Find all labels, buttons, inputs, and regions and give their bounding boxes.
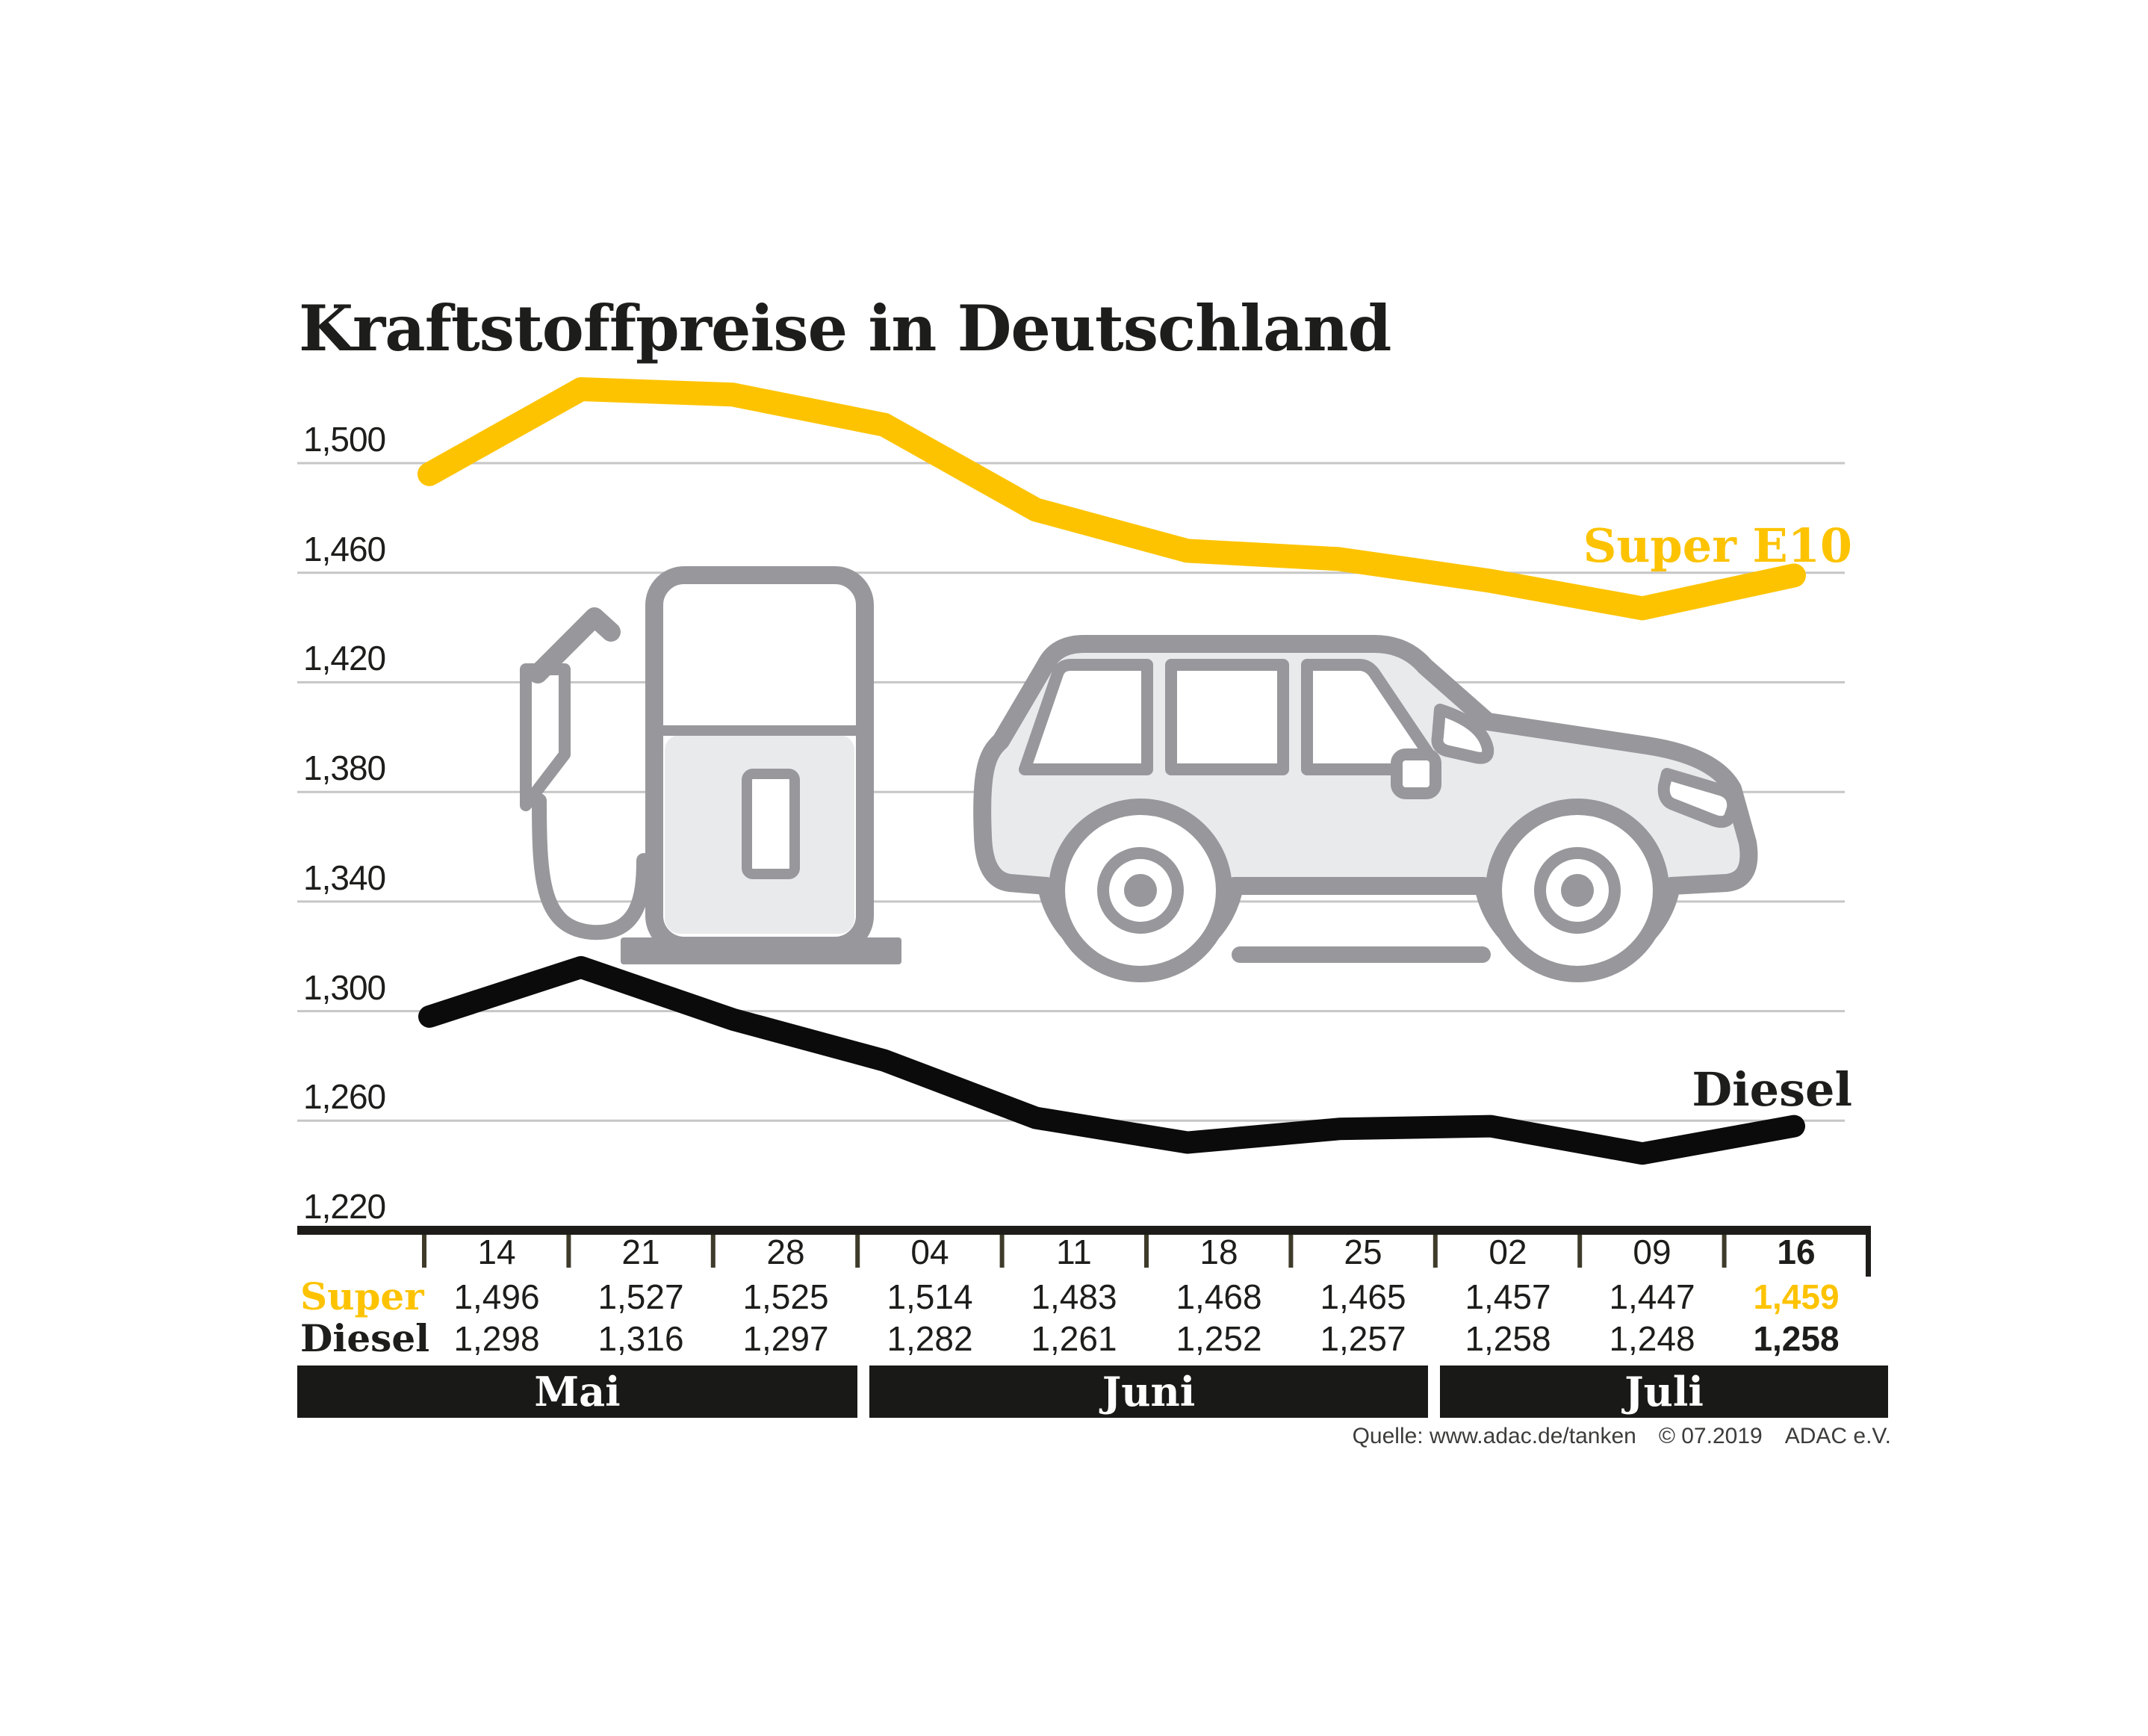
month-band-mai: Mai (297, 1365, 857, 1418)
super-value-09: 1,447 (1609, 1277, 1695, 1316)
date-label-04: 04 (910, 1233, 949, 1271)
axis-end-tick (1866, 1226, 1871, 1277)
super-value-02: 1,457 (1465, 1277, 1551, 1316)
page-title: Kraftstoffpreise in Deutschland (299, 291, 1391, 365)
diesel-value-09: 1,248 (1609, 1319, 1695, 1358)
diesel-value-18: 1,252 (1176, 1319, 1262, 1358)
fuel-pump-icon (520, 566, 901, 964)
row-label-super: Super (300, 1274, 424, 1318)
diesel-value-16: 1,258 (1753, 1319, 1840, 1358)
month-label-mai: Mai (534, 1368, 621, 1416)
date-label-21: 21 (621, 1233, 660, 1271)
y-tick-label-1460: 1,460 (303, 530, 386, 568)
car-icon (973, 635, 1758, 982)
diesel-value-02: 1,258 (1465, 1319, 1551, 1358)
rear-wheel-icon (1049, 799, 1232, 982)
series-label-diesel: Diesel (1692, 1062, 1852, 1117)
y-tick-label-1340: 1,340 (303, 858, 386, 897)
diesel-value-21: 1,316 (597, 1319, 684, 1358)
diesel-value-28: 1,297 (742, 1319, 829, 1358)
month-band-juli: Juli (1440, 1365, 1888, 1418)
y-tick-label-1380: 1,380 (303, 748, 386, 787)
source-org: ADAC e.V. (1784, 1424, 1891, 1448)
date-label-25: 25 (1344, 1233, 1382, 1271)
line-diesel (418, 955, 1805, 1165)
x-axis-line (297, 1226, 1869, 1235)
date-label-14: 14 (477, 1233, 516, 1271)
super-value-28: 1,525 (742, 1277, 829, 1316)
source-copyright: © 07.2019 (1658, 1424, 1763, 1448)
axis-tick (1288, 1235, 1294, 1268)
source-line: Quelle: www.adac.de/tanken © 07.2019 ADA… (1046, 1424, 1891, 1449)
date-label-18: 18 (1199, 1233, 1238, 1271)
y-tick-label-1260: 1,260 (303, 1077, 386, 1116)
month-label-juli: Juli (1624, 1368, 1704, 1416)
super-value-16: 1,459 (1753, 1277, 1840, 1316)
axis-tick (999, 1235, 1005, 1268)
series-lines (418, 377, 1806, 1165)
row-label-diesel: Diesel (300, 1316, 430, 1360)
y-tick-label-1300: 1,300 (303, 968, 386, 1007)
axis-tick (566, 1235, 571, 1268)
date-label-11: 11 (1056, 1233, 1092, 1271)
super-value-18: 1,468 (1176, 1277, 1262, 1316)
y-tick-label-1220: 1,220 (303, 1187, 386, 1226)
month-label-juni: Juni (1102, 1368, 1196, 1416)
diesel-value-14: 1,298 (453, 1319, 540, 1358)
super-value-14: 1,496 (453, 1277, 540, 1316)
series-label-super-e10: Super E10 (1583, 518, 1852, 573)
line-super-e10 (418, 377, 1806, 621)
super-value-11: 1,483 (1031, 1277, 1117, 1316)
axis-tick (1432, 1235, 1438, 1268)
super-value-04: 1,514 (887, 1277, 973, 1316)
axis-tick (855, 1235, 860, 1268)
front-wheel-icon (1486, 799, 1669, 982)
diesel-value-04: 1,282 (887, 1319, 973, 1358)
diesel-value-11: 1,261 (1031, 1319, 1117, 1358)
super-value-25: 1,465 (1320, 1277, 1406, 1316)
date-label-02: 02 (1489, 1233, 1527, 1271)
diesel-value-25: 1,257 (1320, 1319, 1406, 1358)
date-label-09: 09 (1633, 1233, 1671, 1271)
date-label-28: 28 (766, 1233, 805, 1271)
x-axis (297, 1226, 1871, 1277)
y-tick-label-1420: 1,420 (303, 639, 386, 678)
date-label-16: 16 (1777, 1233, 1816, 1271)
axis-tick (1722, 1235, 1727, 1268)
axis-tick (1144, 1235, 1149, 1268)
axis-tick (422, 1235, 426, 1268)
y-tick-label-1500: 1,500 (303, 420, 386, 459)
axis-tick (710, 1235, 716, 1268)
month-band-juni: Juni (869, 1365, 1428, 1418)
source-url: Quelle: www.adac.de/tanken (1352, 1424, 1636, 1448)
axis-tick (1577, 1235, 1583, 1268)
super-value-21: 1,527 (597, 1277, 684, 1316)
